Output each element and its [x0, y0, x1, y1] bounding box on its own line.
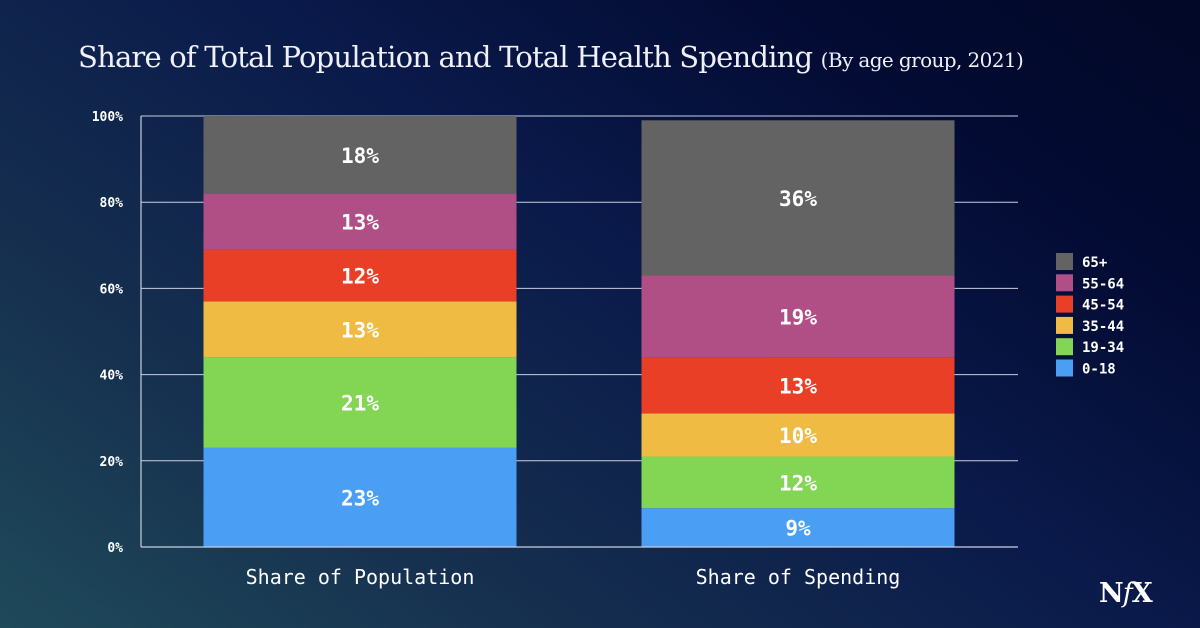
- bar-segment-0-18: [203, 447, 517, 547]
- y-tick-label: 100%: [92, 110, 123, 125]
- y-tick-label: 60%: [100, 282, 124, 297]
- segment-value-label: 18%: [341, 144, 379, 168]
- y-tick-label: 80%: [100, 196, 124, 211]
- legend-item-35-44: 35-44: [1056, 316, 1124, 335]
- legend-item-65+: 65+: [1056, 253, 1107, 271]
- chart-title-main: Share of Total Population and Total Heal…: [78, 40, 813, 74]
- x-category-label: Share of Spending: [696, 565, 901, 589]
- x-category-label: Share of Population: [246, 565, 475, 589]
- x-axis-labels: Share of Population Share of Spending: [246, 565, 901, 589]
- logo-f: f: [1122, 578, 1133, 609]
- legend-swatch: [1056, 253, 1073, 270]
- legend-item-19-34: 19-34: [1056, 338, 1124, 356]
- logo-x: X: [1131, 578, 1153, 609]
- legend-item-45-54: 45-54: [1056, 295, 1124, 314]
- legend-label: 65+: [1082, 255, 1107, 271]
- legend-swatch: [1056, 274, 1073, 292]
- segment-value-label: 19%: [779, 305, 817, 329]
- segment-value-label: 12%: [779, 471, 817, 495]
- legend-label: 55-64: [1082, 276, 1124, 292]
- segment-value-label: 21%: [341, 392, 379, 416]
- logo-n: N: [1099, 578, 1124, 609]
- bar-segment-55-64: [203, 193, 517, 250]
- legend-swatch: [1056, 316, 1073, 334]
- nfx-logo: NfX: [1099, 578, 1153, 609]
- segment-value-label: 9%: [785, 517, 811, 541]
- segment-value-label: 13%: [779, 374, 817, 398]
- legend-item-0-18: 0-18: [1056, 359, 1116, 378]
- segment-value-label: 13%: [341, 318, 379, 342]
- legend-label: 0-18: [1082, 362, 1116, 378]
- bar-segment-0-18: [641, 508, 955, 547]
- bar-segment-35-44: [641, 413, 955, 457]
- y-tick-label: 0%: [107, 541, 123, 556]
- chart-subtitle: (By age group, 2021): [820, 48, 1024, 72]
- segment-value-label: 12%: [341, 264, 379, 288]
- y-axis-ticks: 0% 20% 40% 60% 80% 100%: [92, 110, 123, 556]
- bar-segment-65+: [641, 120, 955, 276]
- legend-label: 35-44: [1082, 319, 1124, 335]
- legend-item-55-64: 55-64: [1056, 274, 1124, 292]
- bar-segment-65+: [203, 116, 517, 194]
- legend-label: 45-54: [1082, 298, 1124, 314]
- chart-title: Share of Total Population and Total Heal…: [78, 40, 1024, 74]
- bars: [203, 116, 955, 547]
- segment-labels: 23% 21% 13% 12% 13% 18% 9% 12% 10% 13% 19% 36%: [341, 144, 817, 541]
- bar-segment-19-34: [641, 456, 955, 509]
- bar-segment-45-54: [641, 357, 955, 414]
- legend: 65+ 55-64 45-54 35-44 19-34 0-18: [1056, 253, 1124, 378]
- bar-segment-55-64: [641, 275, 955, 358]
- legend-swatch: [1056, 359, 1073, 377]
- axes: [140, 116, 1018, 548]
- segment-value-label: 23%: [341, 486, 379, 510]
- y-tick-label: 40%: [100, 369, 124, 384]
- bar-segment-19-34: [203, 357, 517, 448]
- bar-segment-45-54: [203, 249, 517, 302]
- segment-value-label: 10%: [779, 424, 817, 448]
- legend-swatch: [1056, 338, 1073, 356]
- bar-segment-35-44: [203, 301, 517, 358]
- segment-value-label: 36%: [779, 187, 817, 211]
- y-tick-label: 20%: [100, 455, 124, 470]
- legend-swatch: [1056, 295, 1073, 313]
- legend-label: 19-34: [1082, 340, 1124, 356]
- segment-value-label: 13%: [341, 211, 379, 235]
